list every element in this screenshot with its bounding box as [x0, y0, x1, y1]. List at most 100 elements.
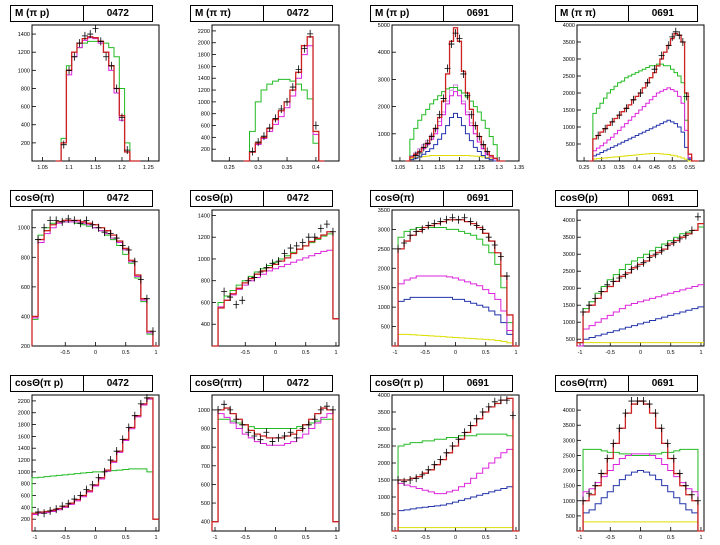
run-number: 0691	[466, 193, 489, 204]
data-point	[664, 439, 671, 448]
x-tick-label: -1	[578, 535, 583, 541]
y-tick-label: 3500	[563, 235, 575, 241]
data-point	[87, 30, 94, 39]
data-point	[485, 233, 492, 242]
chart-title: M (π p)	[11, 6, 84, 21]
data-point	[637, 89, 644, 97]
data-point	[92, 24, 99, 33]
x-tick-label: -1	[33, 535, 38, 541]
plot-frame	[211, 24, 340, 162]
chart-title: cosΘ(π p)	[11, 376, 84, 391]
x-tick-label: 0	[454, 535, 457, 541]
data-point	[71, 216, 78, 225]
data-point	[251, 273, 258, 282]
data-point	[118, 113, 125, 122]
y-tick-label: 1500	[378, 478, 390, 484]
y-tick-label: 1400	[198, 213, 210, 219]
data-point	[83, 485, 90, 494]
data-point	[464, 91, 471, 100]
run-number: 0691	[466, 8, 489, 19]
data-point	[401, 477, 408, 486]
histogram-plot: 500 1000 1500 2000 2500 3000 3500 -1 -0.5 0 0.5 1	[378, 208, 520, 356]
y-tick-label: 800	[201, 279, 210, 285]
data-point	[245, 428, 252, 437]
data-point	[436, 110, 443, 119]
x-tick-label: 0	[454, 350, 457, 356]
y-tick-label: 4000	[378, 50, 390, 56]
data-point	[609, 117, 616, 126]
x-tick-label: 0.5	[668, 165, 676, 171]
y-tick-label: 200	[21, 344, 30, 350]
x-tick-label: 1.15	[90, 165, 101, 171]
y-tick-label: 2000	[563, 286, 575, 292]
data-point	[416, 148, 423, 157]
histogram-plot: 500 1000 1500 2000 2500 3000 3500 4000 0.25 0.3 0.…	[563, 23, 705, 171]
histogram-green	[576, 226, 704, 346]
x-tick-label: 0	[639, 350, 642, 356]
plot-frame	[211, 394, 340, 532]
y-tick-label: 3000	[378, 227, 390, 233]
data-point	[287, 244, 294, 253]
data-point	[395, 476, 402, 484]
data-point	[652, 250, 659, 259]
y-tick-label: 500	[201, 501, 210, 507]
y-tick-label: 400	[201, 520, 210, 526]
data-point	[449, 442, 456, 450]
chart-title: cosΘ(p)	[556, 191, 629, 206]
y-tick-label: 1000	[198, 408, 210, 414]
y-tick-label: 3000	[378, 427, 390, 433]
data-point	[630, 95, 637, 104]
data-point	[634, 397, 641, 406]
y-tick-label: 500	[566, 514, 575, 520]
chart-title: cosΘ(π)	[11, 191, 84, 206]
data-point	[676, 31, 683, 40]
histogram-blue	[577, 470, 704, 532]
histogram-yellow	[577, 521, 704, 532]
chart-header: cosΘ(π) 0691	[370, 190, 513, 207]
plot-frame	[391, 394, 520, 532]
chart-title: cosΘ(π)	[371, 191, 444, 206]
data-point	[484, 147, 491, 156]
data-point	[137, 399, 144, 408]
y-tick-label: 500	[381, 512, 390, 518]
y-tick-label: 600	[21, 105, 30, 111]
data-point	[103, 52, 110, 61]
data-point	[428, 132, 435, 141]
chart-header: M (π π) 0472	[190, 5, 333, 22]
data-point	[604, 454, 611, 463]
y-tick-label: 400	[21, 123, 30, 129]
data-point	[275, 257, 282, 266]
y-tick-label: 800	[201, 112, 210, 118]
data-point	[269, 437, 276, 446]
y-tick-label: 1000	[198, 257, 210, 263]
histogram-green	[405, 87, 506, 162]
data-point	[47, 216, 54, 225]
chart-panel: M (π π) 0691 500 1000 1500 2000 2500 3000 3500 40…	[555, 5, 710, 175]
x-tick-label: 1	[154, 535, 157, 541]
y-tick-label: 1000	[563, 125, 575, 131]
y-tick-label: 4000	[563, 218, 575, 224]
data-point	[59, 217, 66, 226]
y-tick-label: 500	[566, 337, 575, 343]
histogram-plot: 400 500 600 700 800 900 1000 -1 -0.5 0 0.5 1	[198, 394, 340, 541]
data-point	[670, 454, 677, 463]
y-tick-label: 2200	[198, 29, 210, 35]
histogram-green	[577, 448, 704, 532]
y-tick-label: 1200	[18, 50, 30, 56]
data-point	[295, 65, 302, 74]
chart-panel: M (π π) 0472 200 400 600 800 1000 1200 1400 1600 1…	[190, 5, 345, 175]
data-point	[407, 231, 414, 240]
data-point	[266, 123, 273, 132]
chart-header: cosΘ(π p) 0472	[10, 375, 153, 392]
chart-panel: cosΘ(p) 0691 500 1000 1500 2000 2500 3000 3500 40…	[555, 190, 710, 360]
data-point	[269, 259, 276, 268]
y-tick-label: 4000	[378, 393, 390, 399]
run-number: 0472	[106, 193, 129, 204]
data-point	[233, 415, 240, 424]
data-point	[60, 140, 67, 149]
histogram-plot: 200 400 600 800 1000 1200 1400 1600 1800 2000 2200…	[198, 24, 340, 171]
histogram-magenta	[577, 453, 704, 532]
data-point	[65, 214, 72, 223]
y-tick-label: 1000	[18, 226, 30, 232]
